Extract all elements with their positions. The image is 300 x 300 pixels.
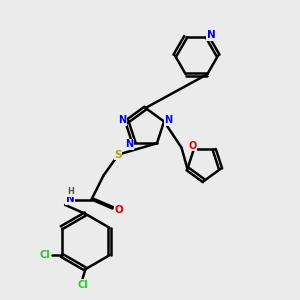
Text: N: N <box>118 115 126 125</box>
Text: H: H <box>67 188 74 196</box>
Text: O: O <box>114 205 123 215</box>
Text: N: N <box>65 194 74 205</box>
Text: O: O <box>188 141 196 151</box>
Text: N: N <box>125 140 134 149</box>
Text: Cl: Cl <box>40 250 50 260</box>
Text: N: N <box>206 30 215 40</box>
Text: N: N <box>164 115 172 125</box>
Text: S: S <box>114 149 122 160</box>
Text: Cl: Cl <box>77 280 88 290</box>
